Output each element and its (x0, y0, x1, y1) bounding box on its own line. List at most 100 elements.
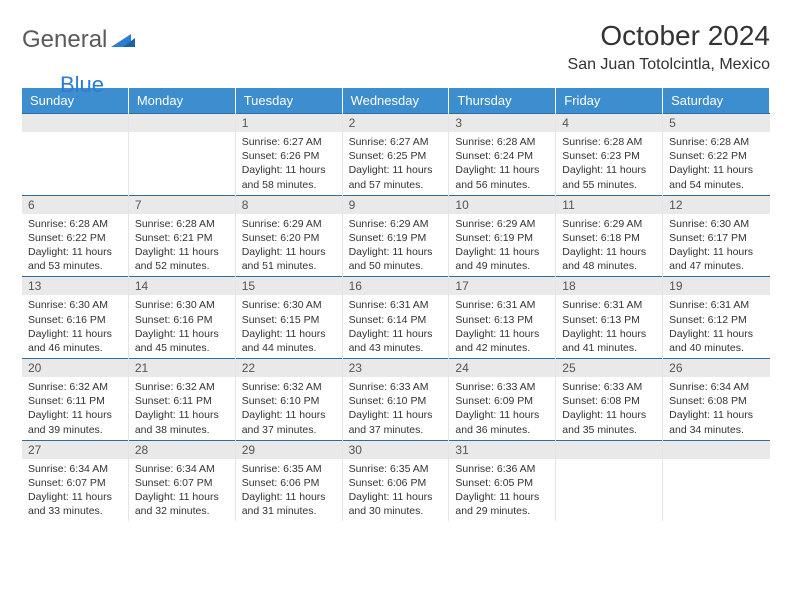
day-cell: 6Sunrise: 6:28 AMSunset: 6:22 PMDaylight… (22, 195, 129, 277)
location-label: San Juan Totolcintla, Mexico (568, 56, 770, 74)
day-cell: 31Sunrise: 6:36 AMSunset: 6:05 PMDayligh… (449, 440, 556, 522)
day-number: 20 (22, 358, 128, 377)
daylight-line: Daylight: 11 hours and 34 minutes. (669, 408, 764, 436)
sunrise-line: Sunrise: 6:28 AM (562, 135, 656, 149)
month-title: October 2024 (568, 20, 770, 52)
sunrise-line: Sunrise: 6:29 AM (455, 217, 549, 231)
sunset-line: Sunset: 6:19 PM (349, 231, 443, 245)
sunset-line: Sunset: 6:22 PM (28, 231, 122, 245)
day-number: 5 (663, 113, 770, 132)
sunset-line: Sunset: 6:14 PM (349, 313, 443, 327)
sunrise-line: Sunrise: 6:33 AM (455, 380, 549, 394)
day-number: 10 (449, 195, 555, 214)
daylight-line: Daylight: 11 hours and 50 minutes. (349, 245, 443, 273)
day-cell: 12Sunrise: 6:30 AMSunset: 6:17 PMDayligh… (663, 195, 770, 277)
title-block: October 2024 San Juan Totolcintla, Mexic… (568, 20, 770, 74)
day-number: 31 (449, 440, 555, 459)
day-cell: 20Sunrise: 6:32 AMSunset: 6:11 PMDayligh… (22, 358, 129, 440)
day-cell: 26Sunrise: 6:34 AMSunset: 6:08 PMDayligh… (663, 358, 770, 440)
sunrise-line: Sunrise: 6:33 AM (349, 380, 443, 394)
day-number: 15 (236, 276, 342, 295)
calendar-grid: SundayMondayTuesdayWednesdayThursdayFrid… (22, 88, 770, 521)
daylight-line: Daylight: 11 hours and 56 minutes. (455, 163, 549, 191)
sunset-line: Sunset: 6:12 PM (669, 313, 764, 327)
day-cell: 4Sunrise: 6:28 AMSunset: 6:23 PMDaylight… (556, 113, 663, 195)
sunset-line: Sunset: 6:23 PM (562, 149, 656, 163)
day-content: Sunrise: 6:33 AMSunset: 6:09 PMDaylight:… (449, 377, 555, 440)
daylight-line: Daylight: 11 hours and 48 minutes. (562, 245, 656, 273)
sunset-line: Sunset: 6:22 PM (669, 149, 764, 163)
day-content: Sunrise: 6:31 AMSunset: 6:13 PMDaylight:… (449, 295, 555, 358)
day-header-saturday: Saturday (663, 88, 770, 113)
day-cell: 17Sunrise: 6:31 AMSunset: 6:13 PMDayligh… (449, 276, 556, 358)
day-cell: 8Sunrise: 6:29 AMSunset: 6:20 PMDaylight… (236, 195, 343, 277)
sunset-line: Sunset: 6:11 PM (135, 394, 229, 408)
day-content: Sunrise: 6:29 AMSunset: 6:20 PMDaylight:… (236, 214, 342, 277)
day-cell: 25Sunrise: 6:33 AMSunset: 6:08 PMDayligh… (556, 358, 663, 440)
day-cell: 3Sunrise: 6:28 AMSunset: 6:24 PMDaylight… (449, 113, 556, 195)
day-content: Sunrise: 6:32 AMSunset: 6:11 PMDaylight:… (22, 377, 128, 440)
sunset-line: Sunset: 6:10 PM (242, 394, 336, 408)
day-content: Sunrise: 6:29 AMSunset: 6:18 PMDaylight:… (556, 214, 662, 277)
sunrise-line: Sunrise: 6:27 AM (349, 135, 443, 149)
daylight-line: Daylight: 11 hours and 58 minutes. (242, 163, 336, 191)
day-header-tuesday: Tuesday (236, 88, 343, 113)
day-content: Sunrise: 6:28 AMSunset: 6:22 PMDaylight:… (663, 132, 770, 195)
day-content: Sunrise: 6:30 AMSunset: 6:15 PMDaylight:… (236, 295, 342, 358)
day-number: 19 (663, 276, 770, 295)
sunset-line: Sunset: 6:18 PM (562, 231, 656, 245)
sunrise-line: Sunrise: 6:35 AM (242, 462, 336, 476)
daylight-line: Daylight: 11 hours and 52 minutes. (135, 245, 229, 273)
empty-cell (22, 113, 129, 195)
day-header-thursday: Thursday (449, 88, 556, 113)
sunrise-line: Sunrise: 6:34 AM (135, 462, 229, 476)
sunset-line: Sunset: 6:13 PM (562, 313, 656, 327)
day-cell: 7 Sunrise: 6:28 AMSunset: 6:21 PMDaylight… (129, 195, 236, 277)
sunrise-line: Sunrise: 6:34 AM (669, 380, 764, 394)
daylight-line: Daylight: 11 hours and 35 minutes. (562, 408, 656, 436)
day-content: Sunrise: 6:35 AMSunset: 6:06 PMDaylight:… (343, 459, 449, 522)
day-number: 18 (556, 276, 662, 295)
sunset-line: Sunset: 6:08 PM (562, 394, 656, 408)
sunrise-line: Sunrise: 6:28 AM (135, 217, 229, 231)
sunset-line: Sunset: 6:06 PM (349, 476, 443, 490)
brand-logo: General (22, 26, 137, 54)
sunrise-line: Sunrise: 6:33 AM (562, 380, 656, 394)
day-number: 13 (22, 276, 128, 295)
sunrise-line: Sunrise: 6:36 AM (455, 462, 549, 476)
sunset-line: Sunset: 6:19 PM (455, 231, 549, 245)
day-content: Sunrise: 6:34 AMSunset: 6:08 PMDaylight:… (663, 377, 770, 440)
day-content: Sunrise: 6:30 AMSunset: 6:16 PMDaylight:… (22, 295, 128, 358)
day-number: 7 (129, 195, 235, 214)
sunrise-line: Sunrise: 6:32 AM (135, 380, 229, 394)
sunset-line: Sunset: 6:26 PM (242, 149, 336, 163)
daylight-line: Daylight: 11 hours and 54 minutes. (669, 163, 764, 191)
daylight-line: Daylight: 11 hours and 55 minutes. (562, 163, 656, 191)
day-number: 24 (449, 358, 555, 377)
day-content: Sunrise: 6:27 AMSunset: 6:26 PMDaylight:… (236, 132, 342, 195)
sunset-line: Sunset: 6:21 PM (135, 231, 229, 245)
day-number: 16 (343, 276, 449, 295)
page-header: General October 2024 San Juan Totolcintl… (22, 20, 770, 74)
sunrise-line: Sunrise: 6:34 AM (28, 462, 122, 476)
sunrise-line: Sunrise: 6:30 AM (28, 298, 122, 312)
day-cell: 24Sunrise: 6:33 AMSunset: 6:09 PMDayligh… (449, 358, 556, 440)
day-content: Sunrise: 6:29 AMSunset: 6:19 PMDaylight:… (343, 214, 449, 277)
sunset-line: Sunset: 6:06 PM (242, 476, 336, 490)
day-content: Sunrise: 6:31 AMSunset: 6:13 PMDaylight:… (556, 295, 662, 358)
sunset-line: Sunset: 6:11 PM (28, 394, 122, 408)
sunrise-line: Sunrise: 6:30 AM (242, 298, 336, 312)
day-cell: 21Sunrise: 6:32 AMSunset: 6:11 PMDayligh… (129, 358, 236, 440)
sunset-line: Sunset: 6:15 PM (242, 313, 336, 327)
day-number: 21 (129, 358, 235, 377)
day-cell: 10Sunrise: 6:29 AMSunset: 6:19 PMDayligh… (449, 195, 556, 277)
day-header-friday: Friday (556, 88, 663, 113)
day-number: 1 (236, 113, 342, 132)
day-number: 29 (236, 440, 342, 459)
day-content: Sunrise: 6:28 AMSunset: 6:22 PMDaylight:… (22, 214, 128, 277)
day-cell: 1Sunrise: 6:27 AMSunset: 6:26 PMDaylight… (236, 113, 343, 195)
sunrise-line: Sunrise: 6:29 AM (349, 217, 443, 231)
day-cell: 18Sunrise: 6:31 AMSunset: 6:13 PMDayligh… (556, 276, 663, 358)
daylight-line: Daylight: 11 hours and 51 minutes. (242, 245, 336, 273)
day-cell: 15Sunrise: 6:30 AMSunset: 6:15 PMDayligh… (236, 276, 343, 358)
